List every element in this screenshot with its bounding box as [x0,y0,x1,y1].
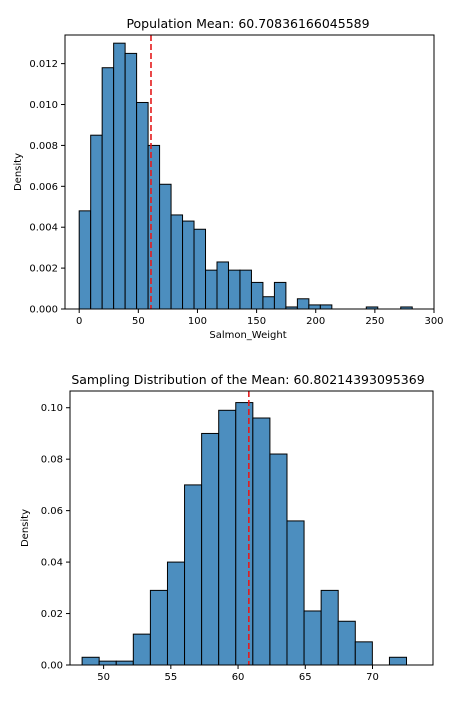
histogram-bar [286,520,305,666]
x-axis-ticks: 0 50 100 150 200 250 300 [76,309,444,327]
y-tick-label: 0.000 [29,305,58,316]
histogram-bar [132,633,151,666]
histogram-bar [216,261,229,310]
x-axis-ticks: 50 55 60 65 70 [97,665,379,683]
x-tick-label: 70 [366,672,379,683]
axes-frame [69,390,434,666]
histogram-bar [205,269,218,310]
histogram-bar [149,589,168,666]
histogram-bar [250,281,264,310]
histogram-bar [303,610,322,666]
x-tick-label: 200 [306,316,325,327]
y-tick-label: 0.08 [41,455,63,466]
histogram-bar [320,589,339,666]
y-axis-label: Density [13,153,24,191]
y-tick-label: 0.10 [41,403,63,414]
y-tick-label: 0.02 [41,609,63,620]
y-tick-label: 0.00 [41,661,63,672]
y-tick-label: 0.002 [29,264,58,275]
x-tick-label: 50 [97,672,110,683]
x-tick-label: 250 [365,316,384,327]
x-tick-label: 50 [132,316,145,327]
y-tick-label: 0.010 [29,100,58,111]
histogram-bar [166,561,186,666]
x-tick-label: 55 [164,672,177,683]
x-tick-label: 0 [76,316,82,327]
histogram-bar [252,417,271,666]
y-tick-label: 0.004 [29,223,58,234]
x-axis-label: Salmon_Weight [209,330,286,341]
histogram-bar [124,52,138,310]
y-axis-label: Density [20,509,31,547]
bars-group [78,42,413,310]
histogram-bar [262,296,275,310]
histogram-bar [101,67,115,310]
sampling-distribution-histogram: Sampling Distribution of the Mean: 60.80… [20,372,434,683]
histogram-bar [239,269,252,310]
histogram-bar [81,656,100,666]
y-tick-label: 0.04 [41,558,63,569]
population-histogram: Population Mean: 60.70836166045589 0.000… [13,16,444,341]
y-tick-label: 0.006 [29,182,58,193]
histogram-bar [388,656,408,666]
histogram-bar [193,228,207,310]
histogram-bar [78,210,92,310]
histogram-bar [354,641,373,666]
histogram-bar [337,620,356,666]
y-tick-label: 0.012 [29,59,58,70]
chart-title: Population Mean: 60.70836166045589 [126,16,369,31]
y-axis-ticks: 0.00 0.02 0.04 0.06 0.08 0.10 [41,403,70,672]
histogram-bar [136,101,149,310]
y-tick-label: 0.06 [41,506,63,517]
histogram-bar [227,269,241,310]
axes-frame [64,34,435,310]
histogram-bar [201,432,220,666]
histogram-bar [218,409,237,666]
histogram-bar [98,660,117,666]
x-tick-label: 100 [188,316,207,327]
y-axis-ticks: 0.000 0.002 0.004 0.006 0.008 0.010 0.012 [29,59,65,316]
histogram-bar [115,660,134,666]
histogram-bar [308,304,321,310]
histogram-bar [113,42,126,310]
chart-title: Sampling Distribution of the Mean: 60.80… [71,372,424,387]
histogram-bar [159,183,172,310]
histogram-bar [170,214,184,310]
y-tick-label: 0.008 [29,141,58,152]
histogram-bar [182,220,195,310]
histogram-bar [319,304,333,310]
histogram-bar [90,134,103,310]
x-tick-label: 65 [299,672,312,683]
histogram-bar [147,144,161,310]
histogram-bar [269,453,288,666]
bars-group [81,402,408,666]
histogram-bar [273,281,287,310]
histogram-bar [296,298,310,310]
histogram-bar [184,484,203,666]
x-tick-label: 300 [424,316,443,327]
x-tick-label: 60 [232,672,245,683]
x-tick-label: 150 [247,316,266,327]
histogram-bar [235,402,254,666]
